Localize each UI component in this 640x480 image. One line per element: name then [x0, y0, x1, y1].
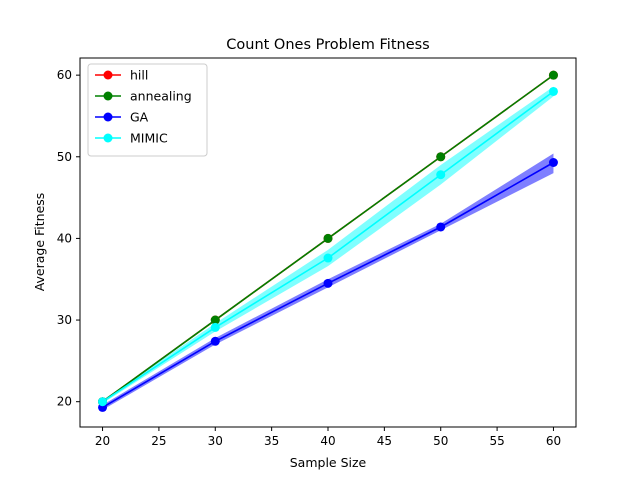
legend-box — [87, 63, 208, 157]
x-tick-label: 50 — [433, 434, 448, 448]
legend-label-ga: GA — [130, 110, 149, 125]
point-mimic-20 — [98, 397, 108, 407]
point-ga-60 — [548, 157, 558, 167]
legend-label-annealing: annealing — [130, 89, 192, 104]
x-tick-label: 30 — [208, 434, 223, 448]
x-tick-label: 35 — [264, 434, 279, 448]
x-axis-ticks: 20 25 30 35 40 45 50 55 60 — [95, 427, 561, 448]
y-axis-label: Average Fitness — [32, 193, 47, 292]
point-mimic-50 — [436, 170, 446, 180]
legend-marker-mimic — [103, 133, 113, 143]
point-mimic-30 — [210, 322, 220, 332]
x-tick-label: 20 — [95, 434, 110, 448]
y-axis-ticks: 20 30 40 50 60 — [57, 68, 80, 409]
y-tick-label: 40 — [57, 231, 72, 245]
legend-label-hill: hill — [130, 68, 148, 83]
x-tick-label: 25 — [151, 434, 166, 448]
point-ga-40 — [323, 278, 333, 288]
point-mimic-40 — [323, 253, 333, 263]
chart-title: Count Ones Problem Fitness — [226, 37, 429, 53]
point-ga-30 — [210, 336, 220, 346]
point-annealing-40 — [323, 233, 333, 243]
legend-marker-annealing — [103, 91, 113, 101]
y-tick-label: 30 — [57, 313, 72, 327]
y-tick-label: 20 — [57, 395, 72, 409]
legend-marker-hill — [103, 70, 113, 80]
x-axis-label: Sample Size — [290, 455, 367, 470]
legend: hill annealing GA MIMIC — [87, 63, 208, 157]
point-annealing-60 — [548, 70, 558, 80]
y-tick-label: 50 — [57, 150, 72, 164]
x-tick-label: 45 — [377, 434, 392, 448]
legend-label-mimic: MIMIC — [130, 131, 168, 146]
legend-marker-ga — [103, 112, 113, 122]
point-annealing-50 — [436, 152, 446, 162]
y-tick-label: 60 — [57, 68, 72, 82]
x-tick-label: 60 — [546, 434, 561, 448]
x-tick-label: 40 — [320, 434, 335, 448]
series-points — [98, 70, 558, 412]
point-annealing-30 — [210, 315, 220, 325]
point-mimic-60 — [548, 86, 558, 96]
point-ga-50 — [436, 222, 446, 232]
x-tick-label: 55 — [489, 434, 504, 448]
